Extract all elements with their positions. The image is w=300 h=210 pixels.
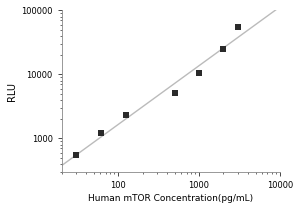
Point [235, 25, 240, 29]
Y-axis label: RLU: RLU [7, 82, 17, 101]
Point [172, 91, 177, 94]
Point [74, 153, 78, 157]
Point [99, 132, 104, 135]
Point [221, 47, 226, 51]
Point [197, 71, 202, 75]
Point [124, 114, 128, 117]
X-axis label: Human mTOR Concentration(pg/mL): Human mTOR Concentration(pg/mL) [88, 194, 253, 203]
